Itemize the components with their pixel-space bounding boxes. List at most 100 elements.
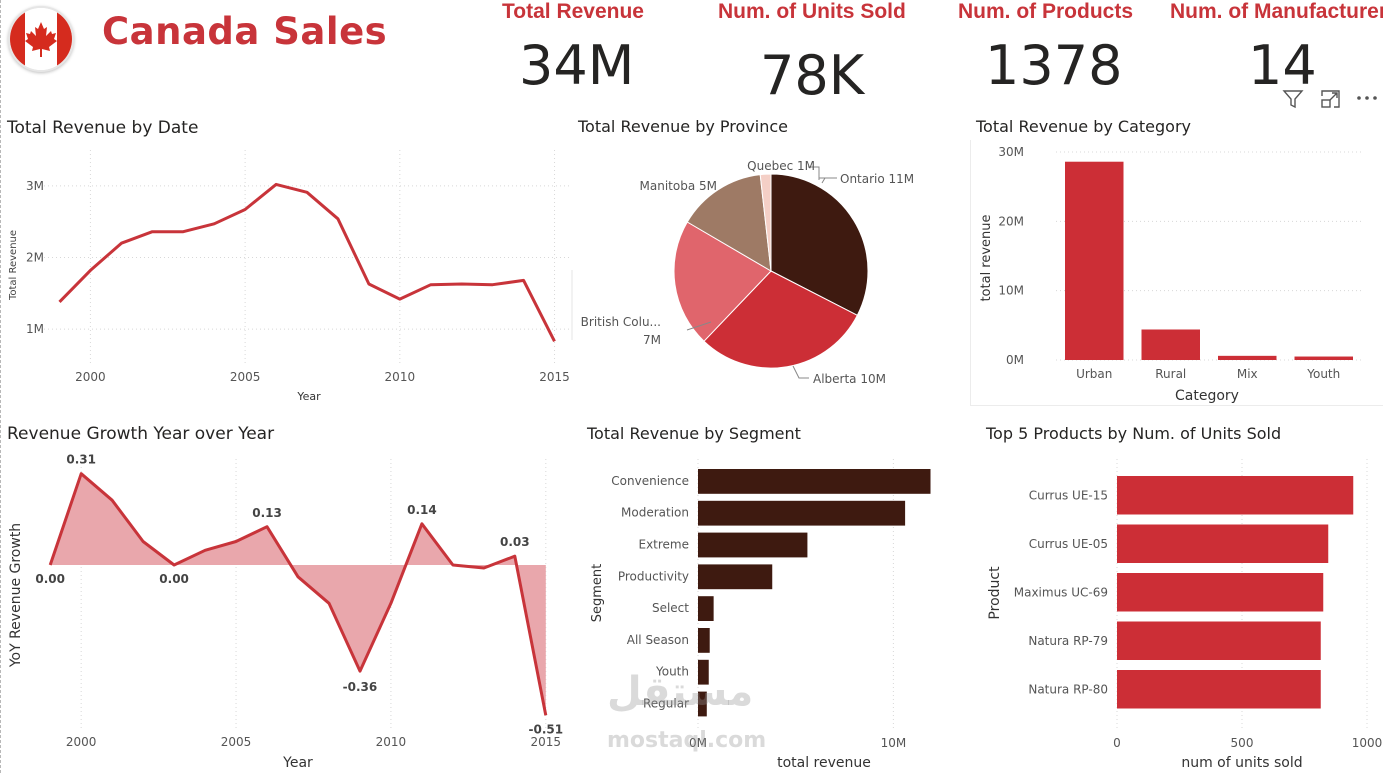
yoy-growth-chart: 0.00 0.31 0.00 0.13 -0.36 0.14 0.03 -0.51 2000 2… xyxy=(8,453,564,771)
pie-slice-ontario[interactable] xyxy=(770,173,869,316)
watermark-arabic: مستقل xyxy=(607,669,754,715)
products-xtick-label: 0 xyxy=(1113,736,1121,750)
segment-chart-title: Total Revenue by Segment xyxy=(587,424,801,443)
category-bar-urban[interactable] xyxy=(1065,161,1124,360)
line-xlabel: Year xyxy=(296,390,321,403)
segment-bar-youth[interactable] xyxy=(698,659,709,685)
yoy-xtick-label: 2005 xyxy=(221,735,252,749)
yoy-xlabel: Year xyxy=(282,755,313,771)
segment-bar-regular[interactable] xyxy=(698,691,707,717)
segment-category-label: Select xyxy=(652,601,689,615)
kpi-products-value: 1378 xyxy=(985,34,1123,97)
yoy-data-label: -0.36 xyxy=(343,680,378,694)
line-xtick-label: 2005 xyxy=(230,370,261,384)
dashboard-title: Canada Sales xyxy=(102,10,388,53)
pie-label-quebec: Quebec 1M xyxy=(747,159,815,173)
category-xlabel: Category xyxy=(1175,388,1239,404)
category-ytick-label: 20M xyxy=(998,214,1024,228)
category-ylabel: total revenue xyxy=(979,214,994,301)
product-category-label: Currus UE-15 xyxy=(1029,488,1108,502)
line-ytick-label: 2M xyxy=(26,251,44,265)
page-left-border xyxy=(0,0,1,773)
category-panel-frame xyxy=(970,140,1383,406)
focus-mode-icon[interactable] xyxy=(1320,88,1342,114)
product-category-label: Natura RP-79 xyxy=(1028,634,1108,648)
segment-bar-moderation[interactable] xyxy=(698,500,906,526)
yoy-growth-line xyxy=(48,472,548,716)
segment-category-label: All Season xyxy=(627,633,689,647)
yoy-ylabel: YoY Revenue Growth xyxy=(8,523,24,668)
pie-slice-manitoba[interactable] xyxy=(686,174,772,272)
more-options-icon[interactable] xyxy=(1355,88,1379,114)
product-bar-currus-ue-05[interactable] xyxy=(1117,524,1329,564)
segment-category-label: Convenience xyxy=(611,474,689,488)
filter-icon[interactable] xyxy=(1282,88,1304,114)
product-bar-natura-rp-80[interactable] xyxy=(1117,670,1321,709)
products-xlabel: num of units sold xyxy=(1181,755,1302,771)
products-xtick-label: 500 xyxy=(1231,736,1254,750)
product-bar-currus-ue-15[interactable] xyxy=(1117,476,1354,515)
segment-bar-productivity[interactable] xyxy=(698,564,773,590)
segment-xtick-label: 0M xyxy=(689,736,707,750)
category-xtick-label: Youth xyxy=(1306,367,1340,381)
segment-bar-extreme[interactable] xyxy=(698,532,808,558)
product-bar-natura-rp-79[interactable] xyxy=(1117,621,1321,661)
line-ylabel: Total Revenue xyxy=(8,230,19,301)
category-bar-mix[interactable] xyxy=(1218,355,1277,360)
product-category-label: Maximus UC-69 xyxy=(1014,585,1108,599)
revenue-by-segment-chart: Convenience Moderation Extreme Productivity… xyxy=(590,459,931,771)
category-xtick-label: Rural xyxy=(1155,367,1186,381)
line-xtick-label: 2015 xyxy=(539,370,570,384)
kpi-manufacturers-label: Num. of Manufacturers xyxy=(1170,0,1383,23)
category-ytick-label: 30M xyxy=(998,145,1024,159)
yoy-growth-area xyxy=(50,473,546,716)
revenue-line xyxy=(58,182,556,342)
product-category-label: Currus UE-05 xyxy=(1029,537,1108,551)
segment-bar-select[interactable] xyxy=(698,596,714,621)
yoy-xtick-label: 2015 xyxy=(531,735,562,749)
pie-slice-alberta[interactable] xyxy=(703,270,858,369)
kpi-manufacturers-value: 14 xyxy=(1248,34,1317,97)
line-chart-title: Total Revenue by Date xyxy=(7,118,199,138)
revenue-by-province-chart: Quebec 1M Manitoba 5M Ontario 11M Britis… xyxy=(581,159,914,386)
category-xtick-label: Urban xyxy=(1076,367,1112,381)
pie-label-alberta: Alberta 10M xyxy=(813,372,886,386)
line-xtick-label: 2000 xyxy=(75,370,106,384)
yoy-chart-title: Revenue Growth Year over Year xyxy=(7,424,275,444)
top-products-chart: Currus UE-15 Currus UE-05 Maximus UC-69 Nat… xyxy=(987,459,1382,771)
segment-bar-convenience[interactable] xyxy=(698,469,931,494)
revenue-by-category-chart: 0M 10M 20M 30M Urban Rural Mix Youth total rev… xyxy=(979,145,1362,404)
kpi-units-sold-label: Num. of Units Sold xyxy=(718,0,906,23)
kpi-products-label: Num. of Products xyxy=(958,0,1134,23)
yoy-xtick-label: 2010 xyxy=(376,735,407,749)
segment-ylabel: Segment xyxy=(590,564,605,623)
yoy-data-label: 0.31 xyxy=(66,453,96,467)
product-category-label: Natura RP-80 xyxy=(1028,682,1108,696)
yoy-data-label: -0.51 xyxy=(529,722,564,736)
revenue-by-date-chart: 1M 2M 3M 2000 2005 2010 2015 Total Revenue Ye… xyxy=(8,150,573,403)
kpi-total-revenue-value: 34M xyxy=(519,34,635,97)
yoy-xtick-label: 2000 xyxy=(66,735,97,749)
line-ytick-label: 3M xyxy=(26,179,44,193)
kpi-total-revenue-label: Total Revenue xyxy=(502,0,644,23)
category-ytick-label: 10M xyxy=(998,284,1024,298)
product-bar-maximus-uc-69[interactable] xyxy=(1117,573,1324,612)
category-bar-youth[interactable] xyxy=(1294,356,1354,360)
watermark-latin: mostaql.com xyxy=(607,728,767,753)
category-chart-title: Total Revenue by Category xyxy=(976,117,1192,136)
segment-xtick-label: 10M xyxy=(881,736,907,750)
yoy-data-label: 0.00 xyxy=(159,572,189,586)
segment-category-label: Moderation xyxy=(621,506,689,520)
pie-label-manitoba: Manitoba 5M xyxy=(640,179,717,193)
pie-slice-quebec[interactable] xyxy=(759,173,772,272)
category-xtick-label: Mix xyxy=(1237,367,1258,381)
segment-bar-all-season[interactable] xyxy=(698,628,710,653)
pie-label-ontario: Ontario 11M xyxy=(840,172,914,186)
category-bar-rural[interactable] xyxy=(1141,329,1201,360)
products-chart-title: Top 5 Products by Num. of Units Sold xyxy=(986,424,1282,443)
yoy-data-label: 0.00 xyxy=(35,572,65,586)
kpi-units-sold-value: 78K xyxy=(760,44,865,107)
pie-slice-british-columbia[interactable] xyxy=(673,221,772,342)
yoy-data-label: 0.14 xyxy=(407,503,437,517)
canada-flag-icon xyxy=(8,6,74,72)
